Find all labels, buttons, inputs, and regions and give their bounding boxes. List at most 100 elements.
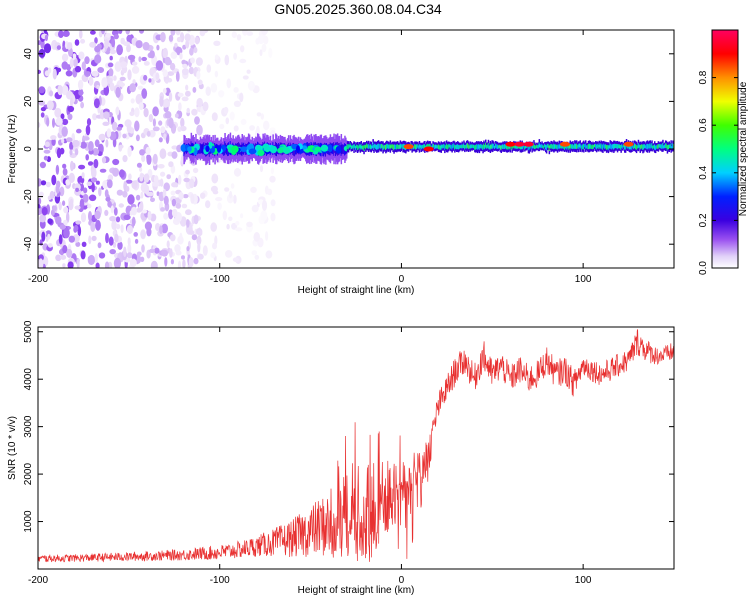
spectrogram-band-core — [594, 144, 596, 148]
spectrogram-band-core — [538, 142, 541, 148]
spectrogram-band-core — [476, 144, 479, 150]
spectrogram-band-core — [550, 143, 552, 149]
spectrogram-band-core — [617, 144, 620, 149]
spectrogram-cell — [74, 65, 82, 73]
spectrogram-cell — [235, 221, 240, 226]
spectrogram-cell — [158, 120, 163, 126]
spectrogram-cell — [105, 139, 109, 148]
spectrogram-cell — [59, 147, 65, 155]
spectrogram-cell — [102, 180, 109, 189]
spectrogram-blob — [205, 145, 210, 152]
spectrogram-band-core — [359, 145, 362, 150]
spectrogram-cell — [67, 261, 74, 268]
spectrogram-band-core — [451, 145, 453, 150]
spectrogram-cell — [175, 30, 181, 36]
spectrogram-cell — [265, 231, 269, 241]
spectrogram-blob — [283, 147, 291, 154]
spectrogram-cell — [155, 72, 160, 80]
y-tick-label: 3000 — [23, 415, 34, 438]
spectrogram-cell — [246, 69, 251, 74]
spectrogram-band-core — [434, 145, 436, 149]
spectrogram-cell — [193, 257, 199, 265]
spectrogram-cell — [181, 59, 187, 65]
spectrogram-band-core — [468, 145, 471, 149]
spectrogram-cell — [212, 242, 217, 250]
spectrogram-band-core — [358, 144, 361, 148]
spectrogram-cell — [199, 30, 206, 37]
spectrogram-cell — [94, 37, 98, 44]
spectrogram-cell — [146, 154, 152, 165]
spectrogram-band-core — [501, 144, 503, 149]
spectrogram-cell — [270, 212, 276, 222]
spectrogram-cell — [127, 243, 132, 254]
spectrogram-band-core — [623, 144, 625, 148]
spectrogram-cell — [68, 235, 76, 243]
spectrogram-cell — [196, 124, 203, 136]
spectrogram-band-core — [505, 144, 507, 149]
spectrogram-band-core — [376, 144, 378, 150]
spectrogram-cell — [129, 111, 135, 117]
spectrogram-band-core — [531, 144, 533, 150]
spectrogram-band-core — [346, 144, 349, 150]
spectrogram-band-core — [429, 143, 432, 148]
spectrogram-cell — [93, 158, 99, 169]
spectrogram-cell — [185, 169, 190, 175]
spectrogram-cell — [132, 61, 138, 66]
spectrogram-band-core — [537, 144, 540, 149]
spectrogram-y-ticks: -40 -20 0 20 40 — [23, 48, 674, 251]
spectrogram-cell — [61, 118, 69, 126]
spectrogram-cell — [175, 202, 181, 209]
spectrogram-cell — [38, 178, 42, 187]
figure-title: GN05.2025.360.08.04.C34 — [274, 1, 442, 17]
spectrogram-blob — [231, 145, 239, 153]
spectrogram-band-core — [361, 146, 363, 150]
spectrogram-band-core — [454, 144, 456, 150]
spectrogram-x-axis-label: Height of straight line (km) — [298, 285, 415, 296]
spectrogram-band-core — [483, 143, 485, 149]
spectrogram-cell — [158, 137, 163, 143]
spectrogram-cell — [197, 241, 201, 253]
spectrogram-cell — [126, 225, 133, 234]
y-tick-label: 4000 — [23, 368, 34, 391]
spectrogram-band-core — [589, 143, 591, 149]
spectrogram-cell — [205, 86, 211, 96]
spectrogram-band-core — [367, 143, 370, 149]
spectrogram-band-core — [615, 143, 618, 149]
spectrogram-band-core — [670, 143, 672, 150]
spectrogram-cell — [110, 205, 114, 214]
spectrogram-band-core — [583, 143, 585, 150]
spectrogram-band-core — [390, 145, 392, 149]
spectrogram-cell — [135, 93, 143, 105]
spectrogram-band-core — [441, 144, 443, 149]
x-tick-label: 0 — [399, 274, 405, 285]
spectrogram-cell — [143, 74, 148, 81]
spectrogram-cell — [104, 39, 109, 49]
spectrogram-band-core — [571, 144, 573, 149]
spectrogram-band-core — [199, 143, 202, 154]
spectrogram-band-core — [554, 144, 556, 149]
spectrogram-band-core — [641, 144, 643, 149]
spectrogram-cell — [111, 121, 118, 131]
spectrogram-cell — [87, 161, 94, 166]
spectrogram-band-core — [668, 144, 670, 150]
spectrogram-band-core — [398, 144, 401, 149]
spectrogram-cell — [233, 167, 242, 177]
spectrogram-band-core — [352, 144, 354, 148]
spectrogram-cell — [131, 216, 136, 227]
spectrogram-cell — [68, 47, 73, 58]
spectrogram-cell — [226, 223, 230, 230]
spectrogram-cell — [139, 30, 144, 34]
spectrogram-cell — [94, 45, 101, 53]
spectrogram-cell — [62, 168, 68, 176]
spectrogram-cell — [65, 70, 73, 77]
spectrogram-band-core — [444, 144, 446, 150]
colorbar-tick-label: 0.4 — [698, 165, 709, 179]
spectrogram-cell — [159, 178, 164, 187]
spectrogram-cell — [270, 130, 276, 138]
spectrogram-cell — [185, 84, 189, 91]
spectrogram-cell — [105, 232, 109, 244]
spectrogram-band-core — [659, 144, 661, 148]
spectrogram-cell — [111, 220, 117, 231]
spectrogram-cell — [231, 31, 237, 38]
spectrogram-cell — [76, 258, 80, 268]
